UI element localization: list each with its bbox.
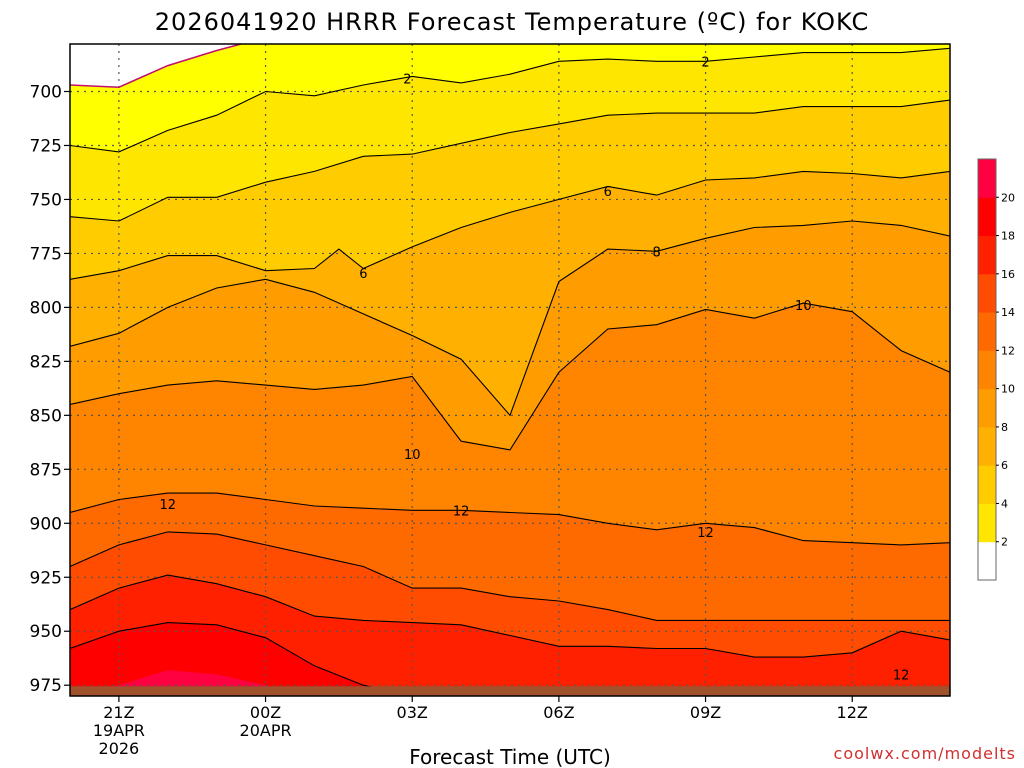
y-tick-label: 925 bbox=[30, 568, 62, 588]
x-tick-label: 12Z bbox=[837, 703, 868, 722]
colorbar-swatch bbox=[978, 235, 996, 275]
colorbar-swatch bbox=[978, 312, 996, 351]
colorbar-tick-label: 14 bbox=[1001, 306, 1015, 319]
colorbar-tick-label: 20 bbox=[1001, 191, 1015, 204]
isotherm-2 bbox=[70, 47, 950, 153]
x-tick-year: 2026 bbox=[99, 739, 140, 758]
colorbar-swatch bbox=[978, 426, 996, 466]
colorbar-swatch bbox=[978, 350, 996, 390]
y-tick-label: 750 bbox=[30, 190, 62, 210]
y-tick-label: 975 bbox=[30, 676, 62, 696]
y-tick-label: 775 bbox=[30, 244, 62, 264]
isotherm-6 bbox=[70, 170, 950, 280]
colorbar-legend: 2 4 6 8 10 12 14 16 18 20 bbox=[977, 158, 1015, 581]
isotherm-18 bbox=[70, 622, 950, 696]
colorbar-swatch bbox=[978, 159, 996, 198]
y-tick-label: 725 bbox=[30, 136, 62, 156]
colorbar-swatch bbox=[978, 503, 996, 543]
isotherm-8 bbox=[70, 220, 950, 417]
colorbar-swatch bbox=[978, 388, 996, 428]
x-tick-label: 09Z bbox=[690, 703, 721, 722]
isotherm-0 bbox=[70, 44, 242, 88]
plot-frame bbox=[69, 43, 951, 697]
x-tick-date: 20APR bbox=[240, 721, 292, 740]
isotherm-10 bbox=[70, 302, 950, 451]
y-tick-label: 950 bbox=[30, 622, 62, 642]
colorbar-tick-label: 6 bbox=[1001, 459, 1008, 472]
isotherm-16 bbox=[70, 574, 950, 658]
y-tick-label: 900 bbox=[30, 514, 62, 534]
isotherm-lines bbox=[70, 44, 950, 696]
x-axis-label: Forecast Time (UTC) bbox=[409, 745, 611, 768]
colorbar-tick-label: 2 bbox=[1001, 536, 1008, 549]
isotherm-label: 12 bbox=[697, 526, 714, 541]
y-tick-label: 700 bbox=[30, 82, 62, 102]
y-tick-label: 850 bbox=[30, 406, 62, 426]
isotherm-4 bbox=[70, 99, 950, 222]
surface-ground bbox=[70, 686, 950, 696]
isotherm-label: 12 bbox=[160, 498, 177, 513]
credit-link[interactable]: coolwx.com/modelts bbox=[834, 744, 1016, 763]
x-tick-label: 03Z bbox=[397, 703, 428, 722]
colorbar-swatch bbox=[978, 197, 996, 237]
x-tick-date: 19APR bbox=[93, 721, 145, 740]
y-tick-label: 825 bbox=[30, 352, 62, 372]
colorbar-swatch bbox=[978, 541, 996, 581]
isotherm-label: 12 bbox=[893, 668, 910, 683]
isotherm-14 bbox=[70, 531, 950, 621]
colorbar-tick-label: 4 bbox=[1001, 497, 1008, 510]
colorbar-swatch bbox=[978, 465, 996, 504]
isotherm-labels: 2 2 6 6 8 10 10 12 12 12 12 bbox=[160, 55, 910, 683]
chart-title: 2026041920 HRRR Forecast Temperature (ºC… bbox=[155, 8, 869, 36]
band-above-18 bbox=[70, 622, 950, 696]
x-tick-label: 06Z bbox=[543, 703, 574, 722]
colorbar-swatch bbox=[978, 273, 996, 313]
isotherm-label: 10 bbox=[795, 299, 812, 314]
x-tick-label: 21Z bbox=[103, 703, 134, 722]
isotherm-label: 6 bbox=[604, 185, 612, 200]
isotherm-label: 10 bbox=[404, 448, 421, 463]
colorbar-tick-label: 12 bbox=[1001, 344, 1015, 357]
colorbar-tick-label: 18 bbox=[1001, 230, 1015, 243]
isotherm-label: 12 bbox=[453, 504, 470, 519]
y-tick-label: 875 bbox=[30, 460, 62, 480]
isotherm-label: 2 bbox=[701, 55, 709, 70]
colorbar-tick-label: 16 bbox=[1001, 268, 1015, 281]
y-tick-label: 800 bbox=[30, 298, 62, 318]
temperature-fills bbox=[70, 44, 950, 696]
x-tick-label: 00Z bbox=[250, 703, 281, 722]
colorbar-tick-label: 10 bbox=[1001, 383, 1015, 396]
isotherm-label: 6 bbox=[359, 267, 367, 282]
colorbar-tick-label: 8 bbox=[1001, 421, 1008, 434]
colorbar-frame bbox=[977, 158, 997, 581]
isotherm-label: 2 bbox=[403, 73, 411, 88]
y-axis: 700 725 750 775 800 825 850 875 900 925 950 975 bbox=[30, 82, 70, 696]
plot-area bbox=[70, 44, 950, 696]
isotherm-12 bbox=[70, 492, 950, 546]
isotherm-label: 8 bbox=[653, 245, 661, 260]
